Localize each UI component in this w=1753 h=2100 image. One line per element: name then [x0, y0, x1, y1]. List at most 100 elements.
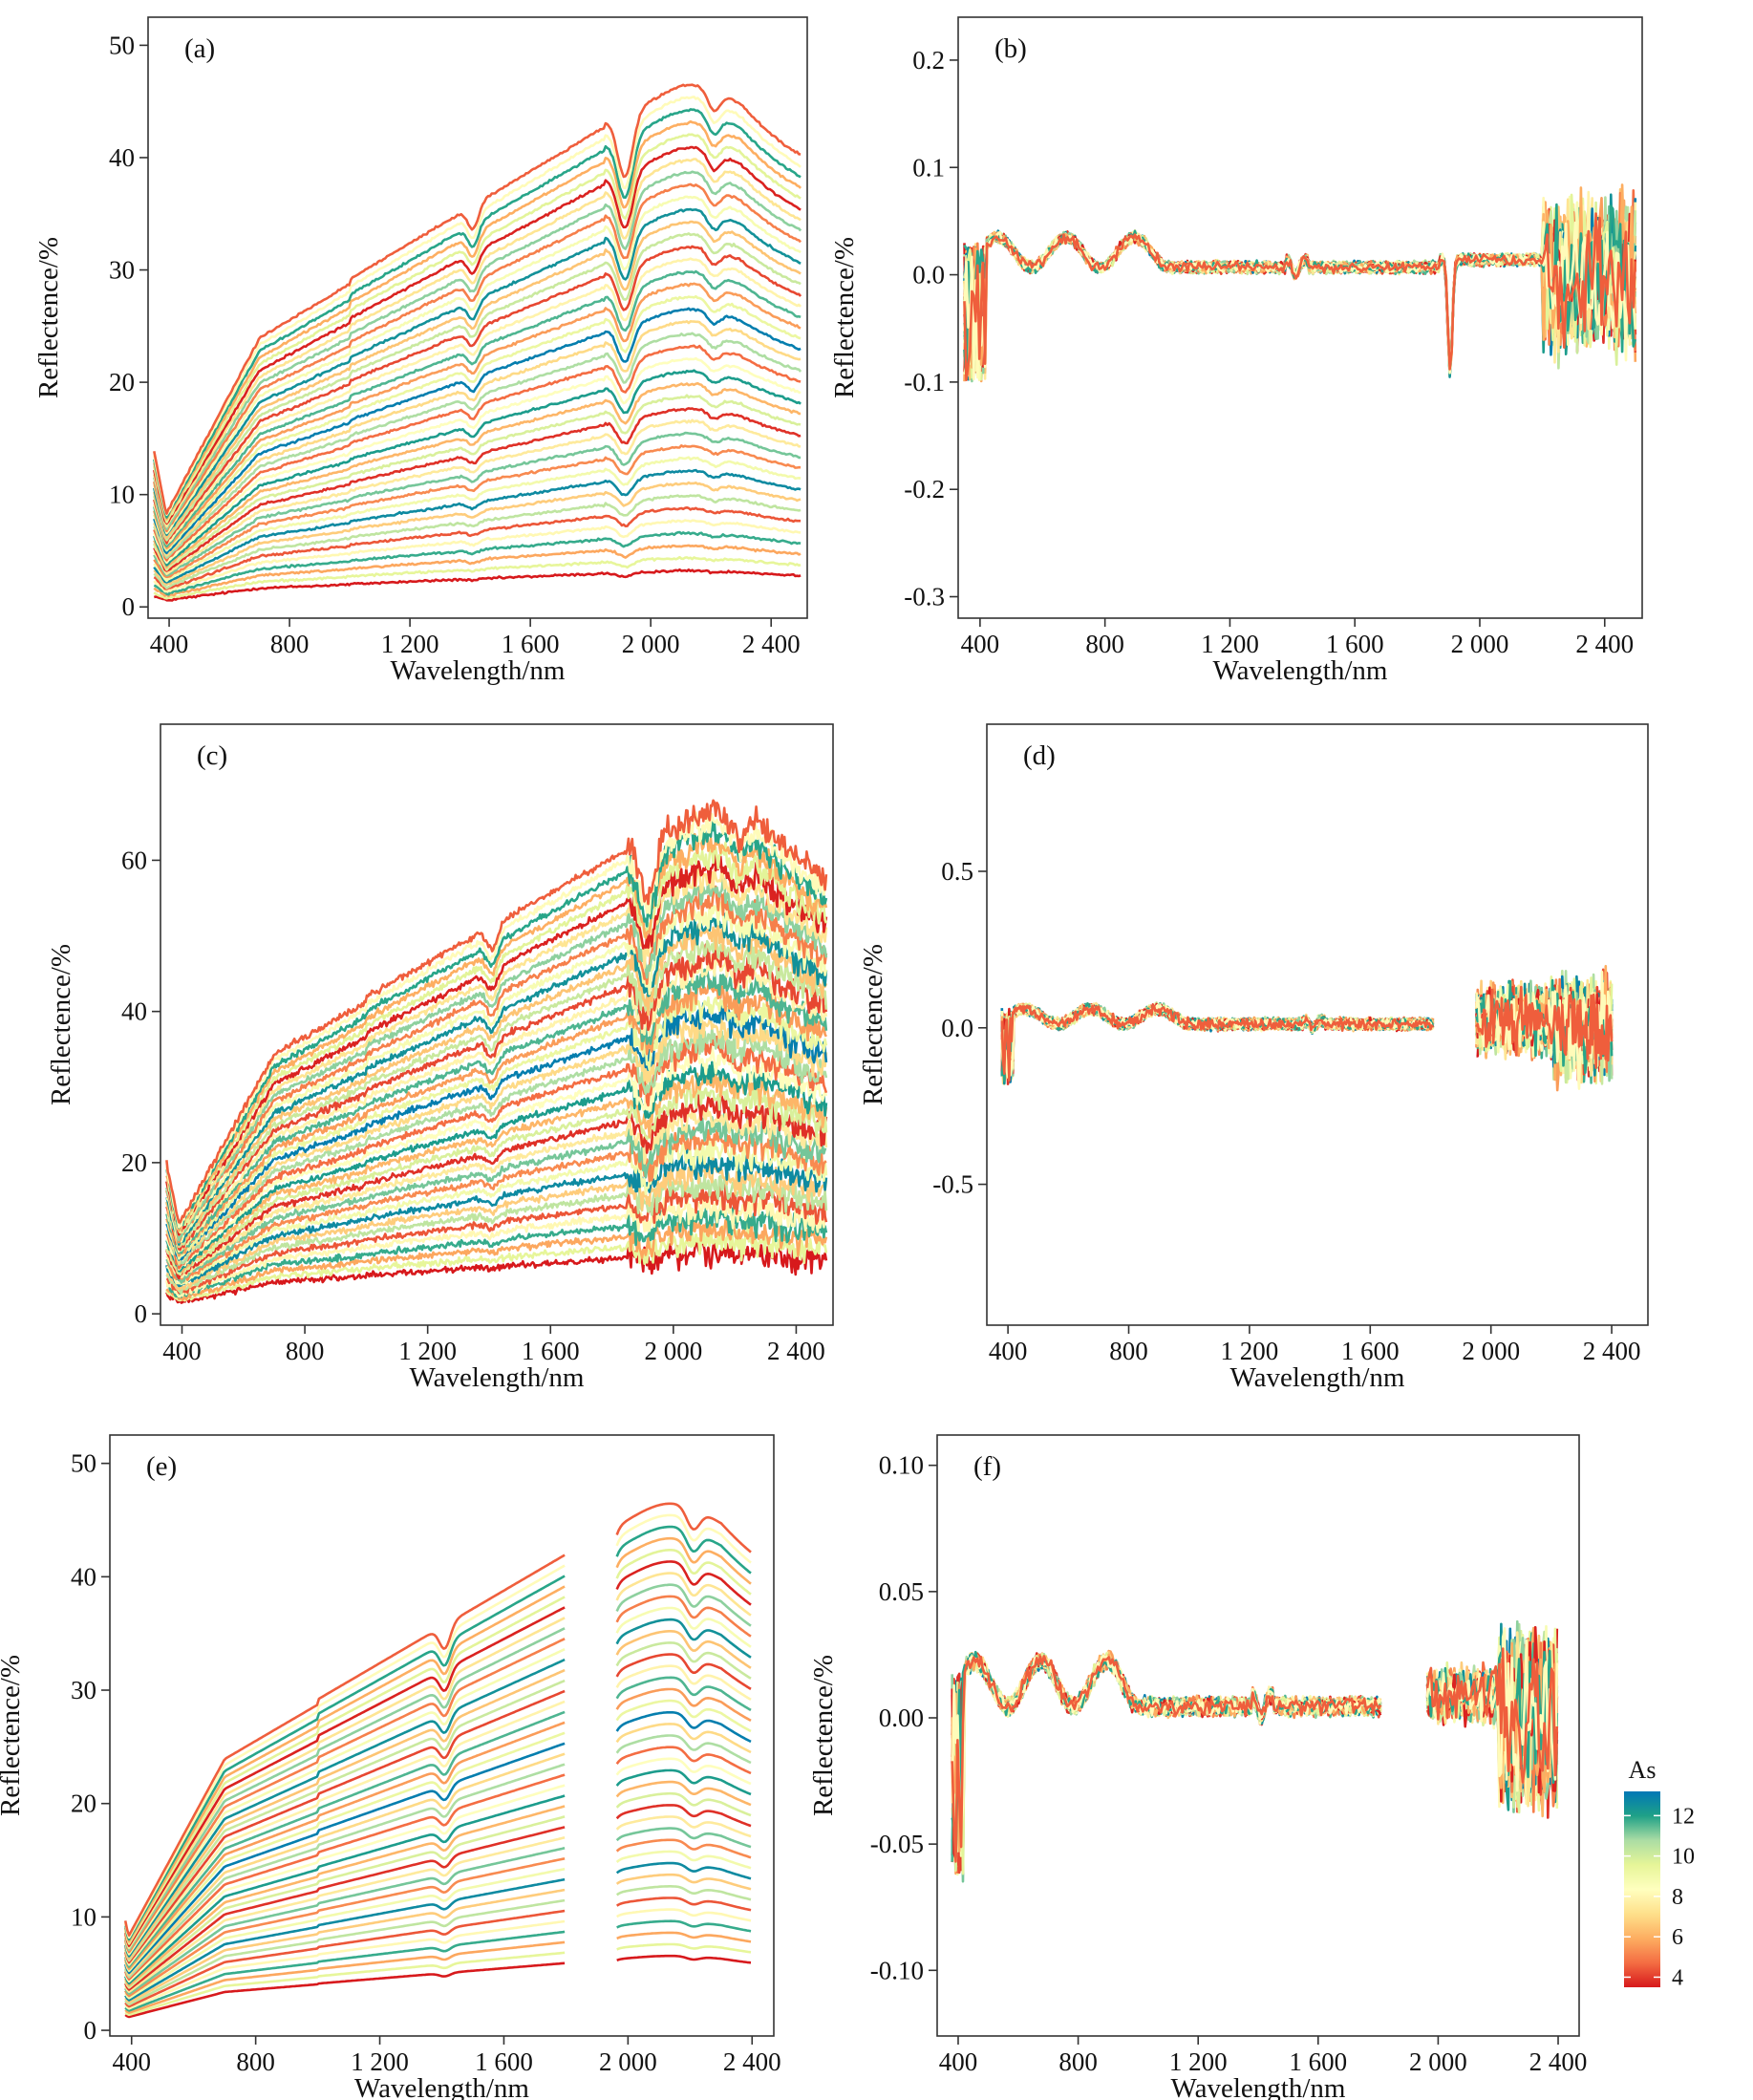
y-tick-label: -0.2	[904, 475, 945, 504]
spectrum-line	[153, 170, 802, 530]
y-tick-label: 0	[84, 2016, 97, 2045]
x-tick-label: 2 400	[723, 2047, 781, 2076]
spectrum-line	[123, 1595, 752, 1954]
spectrum-line	[963, 199, 1637, 383]
spectrum-line	[153, 96, 802, 516]
spectrum-line	[124, 1896, 752, 2008]
spectrum-line	[153, 506, 802, 590]
spectrum-line	[963, 212, 1637, 381]
spectrum-line	[123, 1549, 752, 1945]
plot-frame	[160, 723, 834, 1326]
y-tick-label: 30	[71, 1676, 96, 1704]
spectrum-line	[153, 481, 802, 587]
colorbar-tick-label: 6	[1672, 1925, 1683, 1950]
x-tick-label: 800	[1109, 1337, 1148, 1365]
spectrum-line	[153, 282, 802, 549]
spectrum-line	[124, 1804, 752, 1991]
y-tick-label: 60	[121, 846, 147, 874]
spectrum-line	[153, 431, 802, 577]
y-tick-label: -0.3	[904, 583, 945, 611]
spectrum-line	[153, 119, 802, 521]
panel-a: 400 800 1 200 1 600 2 000 2 400 0 10 20 30 40 50 Wav…	[33, 16, 808, 686]
spectrum-line	[153, 418, 802, 575]
x-tick-label: 400	[112, 2047, 151, 2076]
spectrum-line	[123, 1734, 752, 1979]
spectrum-line	[165, 1078, 828, 1276]
spectrum-line	[123, 1502, 752, 1937]
x-tick-label: 2 400	[742, 630, 801, 658]
y-tick-label: 0.5	[941, 857, 973, 886]
spectrum-line	[963, 187, 1637, 381]
panel-tag: (c)	[197, 740, 227, 771]
spectrum-line	[165, 849, 828, 1236]
spectrum-line	[165, 1014, 828, 1265]
series-group	[153, 83, 802, 602]
x-tick-label: 1 200	[1169, 2047, 1228, 2076]
spectrum-line	[153, 332, 802, 560]
x-tick-label: 400	[162, 1337, 202, 1365]
spectrum-line	[963, 197, 1637, 380]
x-axis-title: Wavelength/nm	[391, 655, 566, 686]
spectrum-line	[165, 1105, 828, 1279]
x-tick-label: 1 200	[381, 630, 439, 658]
x-tick-label: 2 000	[644, 1337, 702, 1365]
series-group	[1000, 964, 1614, 1092]
spectrum-line	[153, 207, 802, 536]
spectrum-line	[153, 158, 802, 528]
spectrum-line	[165, 912, 828, 1246]
panel-tag: (e)	[146, 1451, 177, 1482]
spectrum-line	[153, 555, 802, 600]
spectrum-line	[963, 204, 1637, 375]
x-axis-title: Wavelength/nm	[1213, 655, 1388, 686]
spectrum-line	[165, 1223, 828, 1302]
x-tick-label: 800	[286, 1337, 325, 1365]
x-tick-label: 1 600	[1341, 1337, 1400, 1365]
spectrum-line	[165, 1215, 828, 1301]
spectrum-line	[165, 1027, 828, 1266]
x-axis-title: Wavelength/nm	[354, 2073, 529, 2100]
y-tick-label: -0.1	[904, 368, 945, 396]
spectrum-line	[153, 232, 802, 542]
spectrum-line	[1000, 985, 1614, 1082]
x-axis-title: Wavelength/nm	[1171, 2073, 1346, 2100]
spectrum-line	[165, 1171, 828, 1295]
plot-frame	[147, 16, 808, 619]
colorbar-tick-label: 12	[1672, 1804, 1695, 1829]
x-tick-label: 1 600	[1326, 630, 1384, 658]
panel-f: 400 800 1 200 1 600 2 000 2 400 -0.10 -0.05 0.00…	[808, 1434, 1588, 2100]
x-axis-title: Wavelength/nm	[410, 1362, 585, 1393]
y-tick-label: 0	[135, 1299, 148, 1328]
x-tick-label: 2 400	[1529, 2047, 1588, 2076]
spectrum-line	[963, 201, 1637, 381]
spectrum-line	[153, 182, 802, 533]
spectrum-line	[123, 1618, 752, 1958]
series-group	[951, 1619, 1559, 1883]
spectrum-line	[123, 1768, 752, 1985]
spectrum-line	[963, 193, 1637, 379]
spectrum-line	[153, 133, 802, 524]
spectrum-line	[963, 199, 1637, 379]
colorbar	[1624, 1791, 1660, 1987]
series-group	[123, 1502, 752, 2019]
spectrum-line	[153, 494, 802, 589]
x-tick-label: 2 000	[599, 2047, 657, 2076]
spectrum-line	[153, 195, 802, 535]
spectrum-line	[123, 1723, 752, 1977]
panel-d: 400 800 1 200 1 600 2 000 2 400 -0.5 0.0 0.5 Wave…	[858, 723, 1649, 1393]
spectrum-line	[963, 197, 1636, 377]
spectrum-line	[963, 225, 1637, 374]
x-tick-label: 400	[961, 630, 1000, 658]
spectrum-line	[124, 1919, 752, 2012]
panel-tag: (d)	[1023, 740, 1056, 771]
spectrum-line	[124, 1827, 752, 1996]
spectrum-line	[153, 145, 802, 525]
y-tick-label: 50	[71, 1449, 96, 1478]
spectrum-line	[153, 269, 802, 548]
spectrum-line	[165, 1146, 828, 1288]
y-tick-label: 40	[71, 1562, 96, 1591]
spectrum-line	[165, 992, 828, 1260]
spectrum-line	[963, 191, 1637, 369]
spectrum-line	[963, 183, 1637, 376]
y-axis-title: Reflectence/%	[829, 237, 860, 398]
x-tick-label: 800	[1058, 2047, 1098, 2076]
